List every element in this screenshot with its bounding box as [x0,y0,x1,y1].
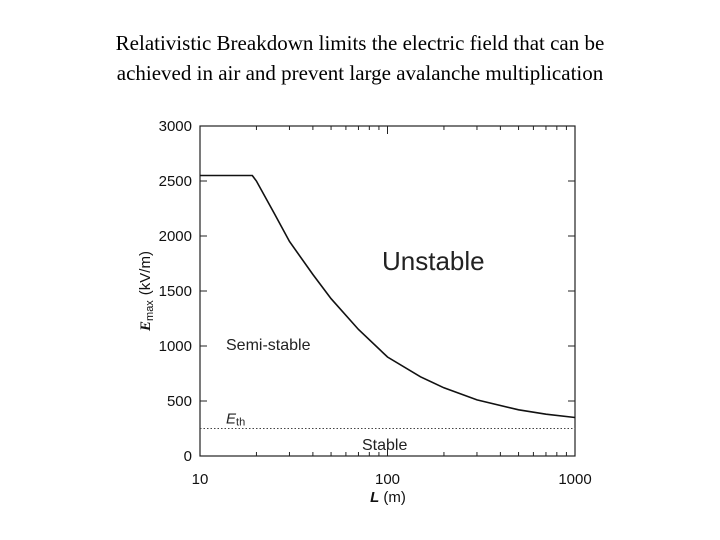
x-tick-label: 1000 [558,471,591,488]
y-tick-label: 0 [184,448,192,465]
x-axis-unit: (m) [383,489,406,506]
y-axis-label: Emax (kV/m) [137,251,156,332]
x-axis-symbol: L [370,489,379,506]
y-tick-label: 1000 [159,338,192,355]
region-label: Semi-stable [226,337,311,354]
threshold-label: Eth [226,411,245,429]
title-line: achieved in air and prevent large avalan… [117,61,604,85]
threshold-subscript: th [236,417,245,429]
x-tick-label: 100 [375,471,400,488]
y-tick-label: 2500 [159,173,192,190]
y-tick-label: 3000 [159,118,192,135]
y-axis-subscript: max [144,300,156,321]
title-line: Relativistic Breakdown limits the electr… [116,31,605,55]
x-axis-label: L (m) [370,489,406,506]
y-tick-label: 2000 [159,228,192,245]
data-line [200,174,576,419]
y-tick-label: 500 [167,393,192,410]
threshold-symbol: E [226,411,237,428]
y-axis-symbol: E [138,321,154,332]
x-tick-label: 10 [192,471,209,488]
region-label: Stable [362,437,407,454]
region-label: Unstable [382,246,485,276]
y-tick-label: 1500 [159,283,192,300]
plot-frame [199,125,576,457]
y-axis-unit: (kV/m) [137,251,154,295]
